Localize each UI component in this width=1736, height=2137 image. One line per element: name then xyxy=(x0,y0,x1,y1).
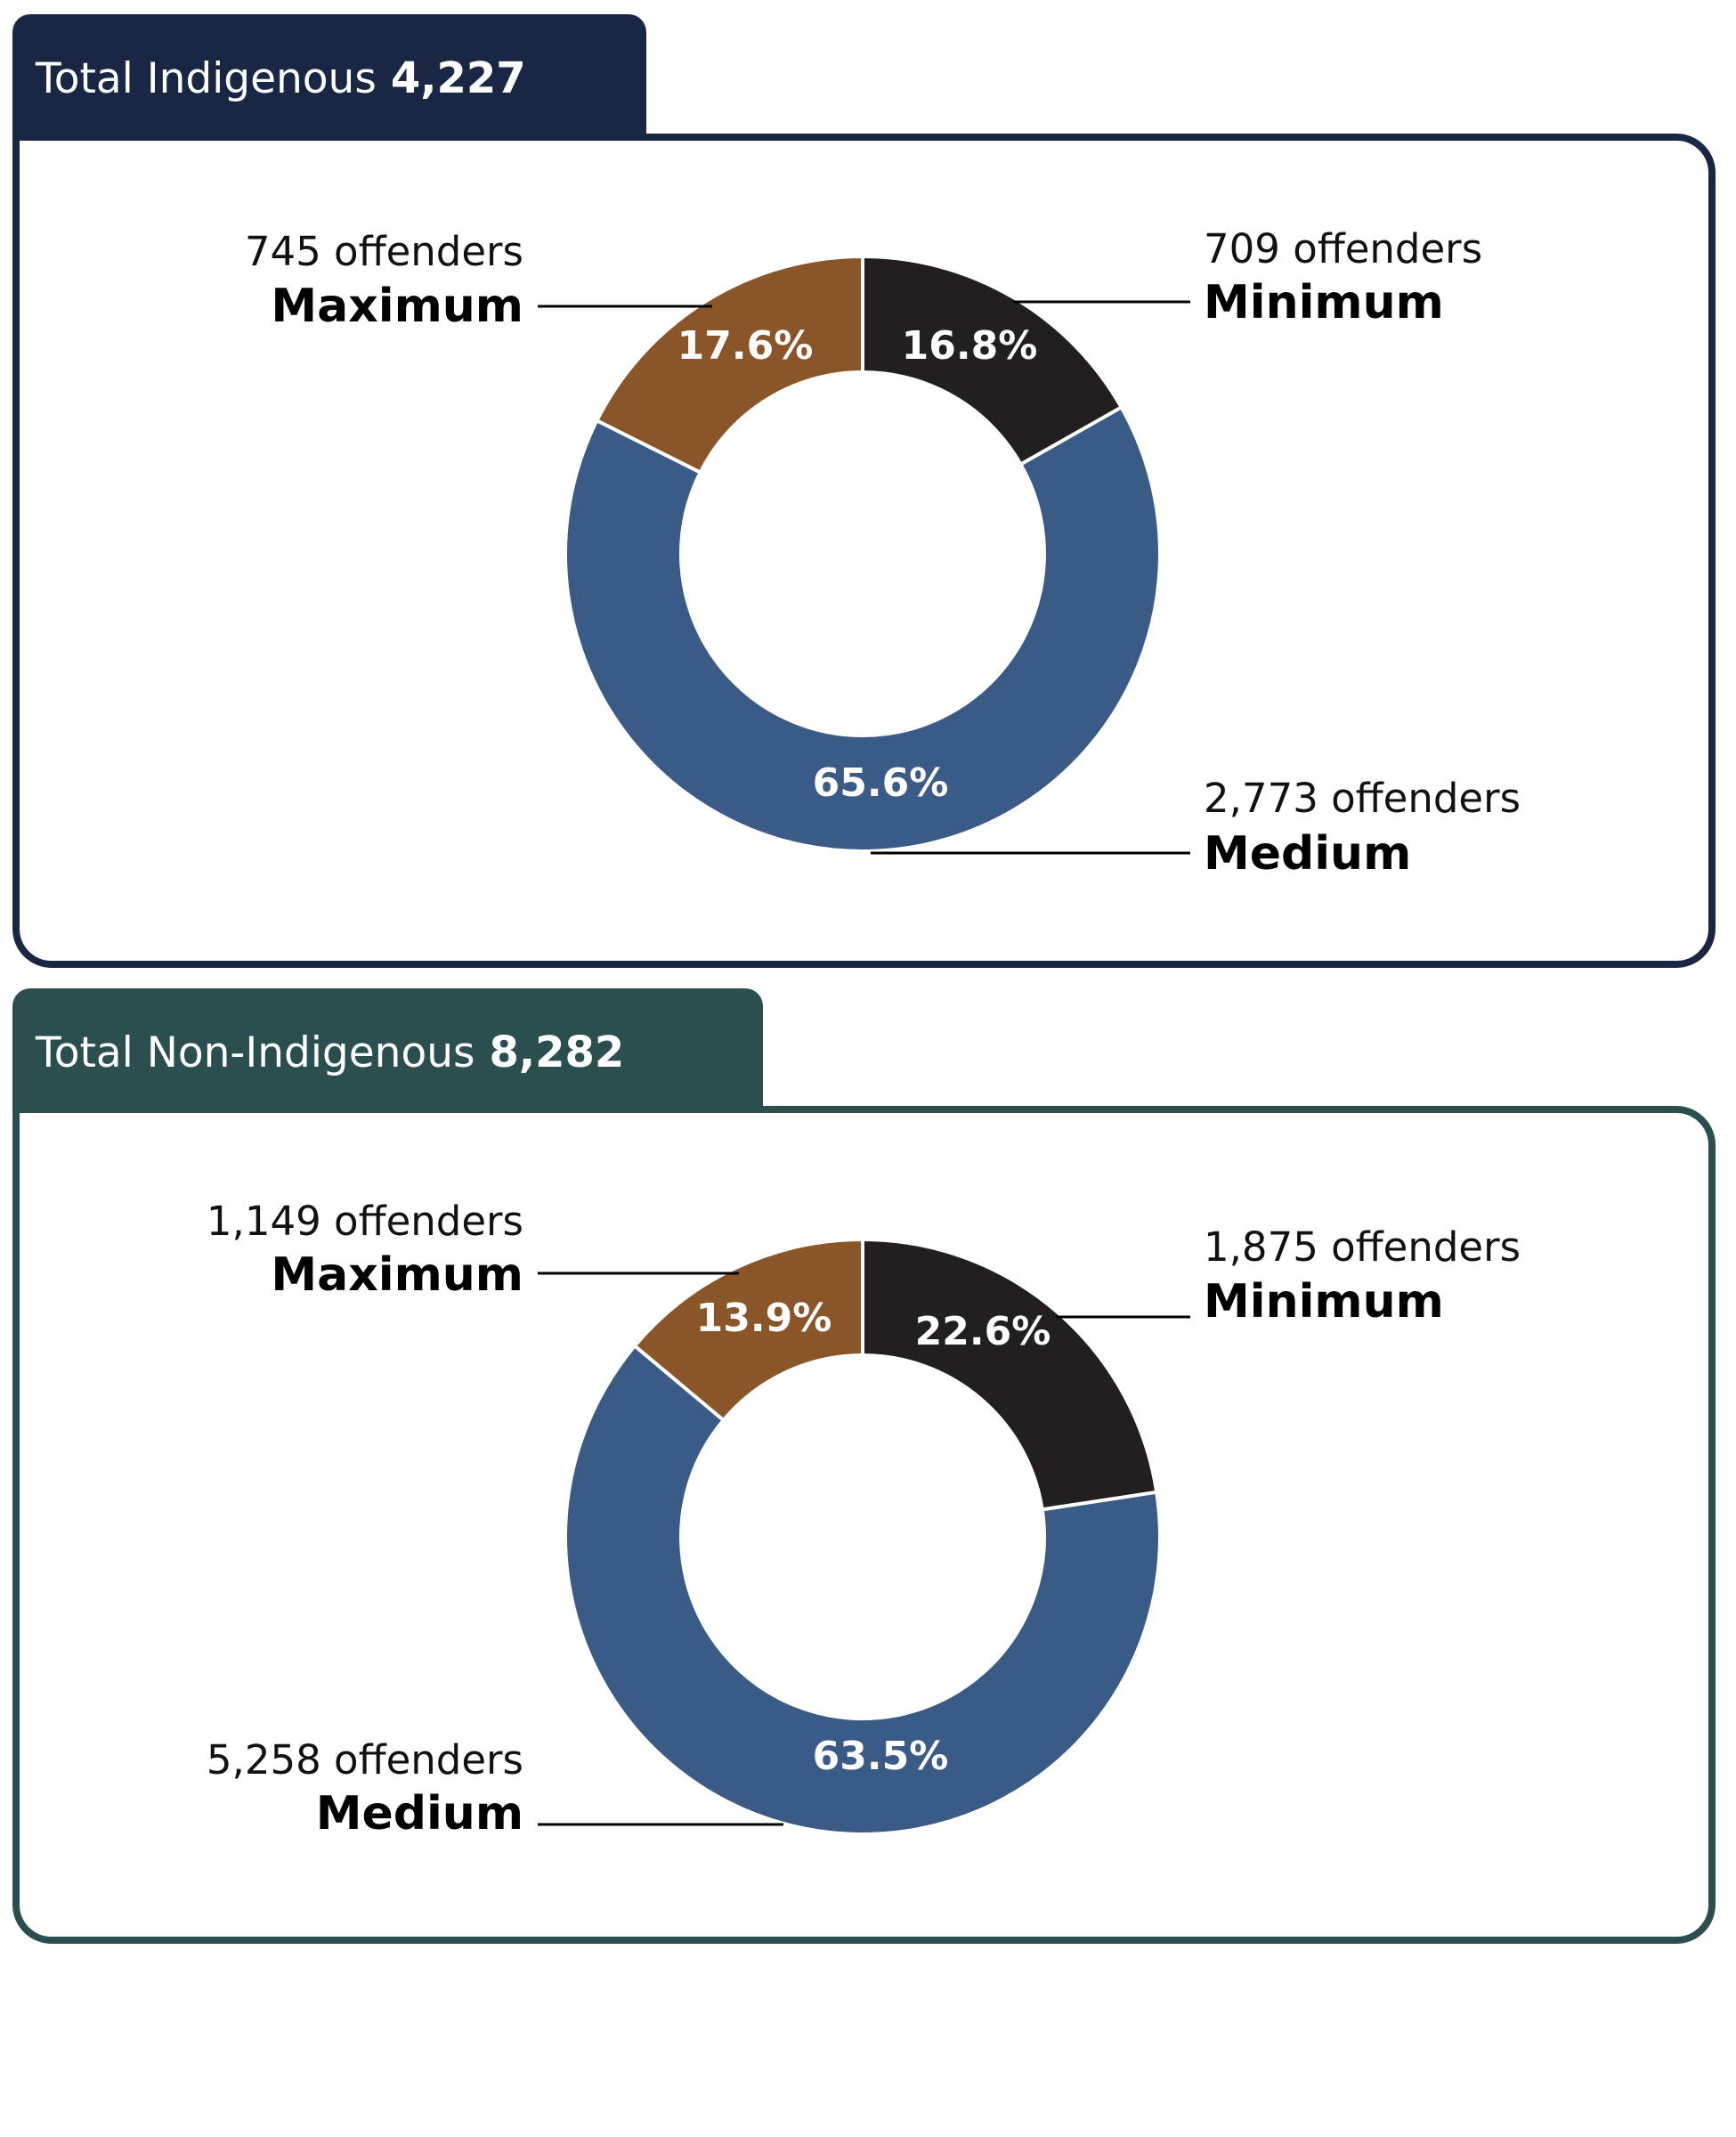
slice-percent-label-minimum: 16.8% xyxy=(902,323,1038,369)
panel-header-indigenous: Total Indigenous 4,227 xyxy=(12,14,646,142)
panel-title: Total Non-Indigenous xyxy=(36,1028,475,1077)
slice-maximum xyxy=(594,254,864,475)
slice-minimum xyxy=(861,254,1124,467)
count-label-medium: 2,773 offenders xyxy=(1204,775,1521,822)
category-label-minimum: Minimum xyxy=(1204,276,1444,329)
slice-minimum xyxy=(861,1237,1159,1512)
slice-percent-label-maximum: 13.9% xyxy=(696,1296,832,1341)
category-label-minimum: Minimum xyxy=(1204,1275,1444,1329)
count-label-minimum: 709 offenders xyxy=(1204,225,1482,272)
slice-medium xyxy=(564,404,1162,853)
slice-percent-label-minimum: 22.6% xyxy=(915,1309,1051,1354)
count-label-minimum: 1,875 offenders xyxy=(1204,1223,1521,1271)
count-label-maximum: 1,149 offenders xyxy=(207,1198,523,1245)
slice-medium xyxy=(564,1343,1162,1836)
category-label-medium: Medium xyxy=(1204,827,1411,881)
count-label-maximum: 745 offenders xyxy=(245,228,523,275)
slice-percent-label-medium: 65.6% xyxy=(813,760,949,806)
count-label-medium: 5,258 offenders xyxy=(207,1736,523,1784)
panel-total: 8,282 xyxy=(489,1028,625,1077)
slice-percent-label-maximum: 17.6% xyxy=(677,323,814,369)
category-label-maximum: Maximum xyxy=(271,1248,523,1302)
panel-total: 4,227 xyxy=(390,53,526,103)
slice-maximum xyxy=(632,1237,864,1423)
category-label-maximum: Maximum xyxy=(271,280,523,333)
slice-percent-label-medium: 63.5% xyxy=(813,1734,949,1779)
panel-title: Total Indigenous xyxy=(36,53,377,103)
panel-header-non-indigenous: Total Non-Indigenous 8,282 xyxy=(12,988,763,1117)
category-label-medium: Medium xyxy=(316,1787,523,1840)
